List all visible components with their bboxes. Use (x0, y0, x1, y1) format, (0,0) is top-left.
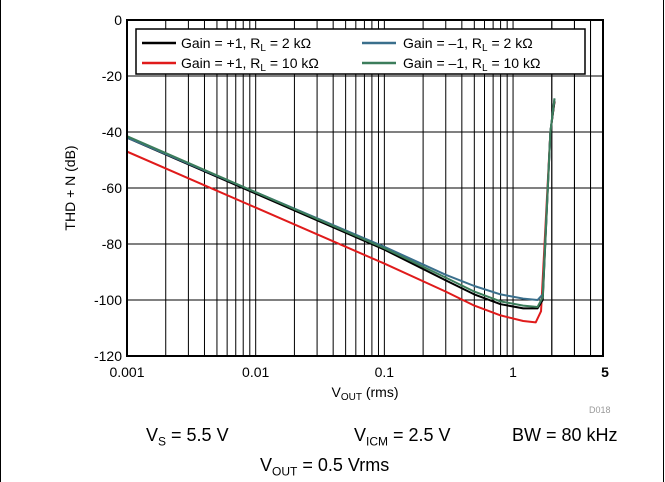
grid (127, 20, 603, 356)
condition-vs: VS = 5.5 V (146, 425, 229, 449)
legend-label-0: Gain = +1, RL = 2 kΩ (181, 35, 311, 54)
legend-label-2: Gain = –1, RL = 2 kΩ (403, 35, 533, 54)
y-tick-label: -40 (102, 124, 122, 140)
legend-label-1: Gain = +1, RL = 10 kΩ (181, 55, 319, 74)
condition-vout: VOUT = 0.5 Vrms (260, 455, 390, 479)
condition-bw: BW = 80 kHz (512, 425, 618, 445)
series-line-2 (126, 98, 556, 301)
y-tick-label: -60 (102, 180, 122, 196)
series-line-3 (126, 98, 556, 308)
x-tick-label: 0.001 (109, 364, 144, 380)
legend-label-3: Gain = –1, RL = 10 kΩ (403, 55, 540, 74)
x-axis-label: VOUT (rms) (332, 384, 399, 403)
x-tick-label: 1 (509, 364, 517, 380)
figure-code: D018 (589, 405, 611, 415)
y-axis-label: THD + N (dB) (62, 145, 78, 230)
plot-frame (126, 19, 604, 357)
y-tick-label: -100 (94, 292, 122, 308)
y-tick-label: -120 (94, 348, 122, 364)
y-tick-label: 0 (114, 12, 122, 28)
y-tick-labels: 0 -20 -40 -60 -80 -100 -120 (94, 12, 122, 364)
y-tick-label: -20 (102, 68, 122, 84)
curves (126, 98, 556, 324)
legend: Gain = +1, RL = 2 kΩ Gain = +1, RL = 10 … (135, 28, 586, 75)
condition-vicm: VICM = 2.5 V (354, 425, 451, 449)
x-tick-labels: 0.001 0.01 0.1 1 5 (109, 364, 609, 380)
x-tick-label: 0.01 (242, 364, 269, 380)
y-tick-label: -80 (102, 236, 122, 252)
legend-box (135, 28, 586, 75)
x-tick-label: 0.1 (375, 364, 395, 380)
series-line-1 (126, 101, 556, 324)
x-tick-label: 5 (601, 364, 609, 380)
